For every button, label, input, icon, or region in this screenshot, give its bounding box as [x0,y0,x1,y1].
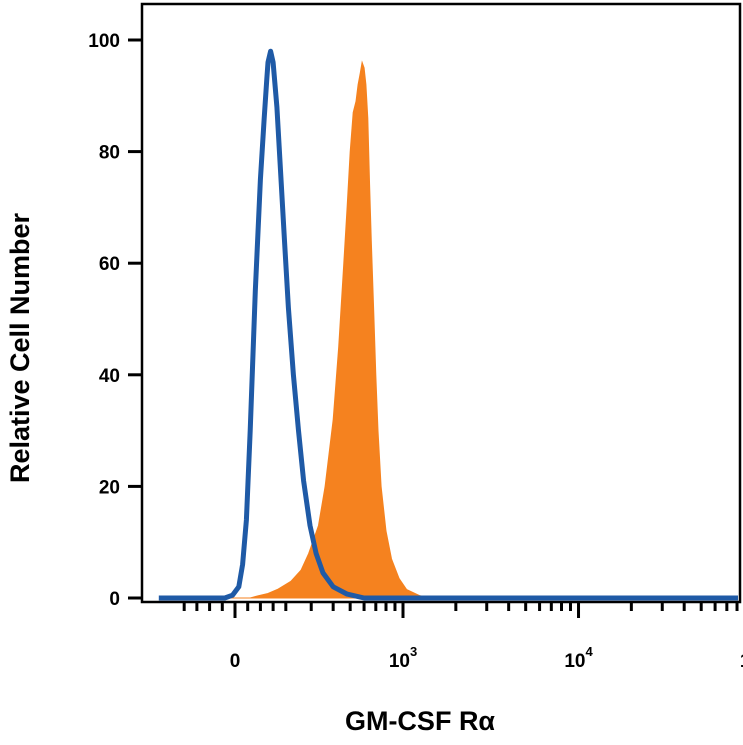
x-tick-label: 103 [389,644,417,672]
x-tick-label: 105 [740,644,743,672]
y-tick-label: 60 [99,254,120,275]
y-axis-title: Relative Cell Number [5,212,35,483]
x-tick-label: 0 [230,651,241,672]
series-0-filled-histogram [222,60,738,599]
x-axis-title: GM-CSF Rα [345,706,495,736]
y-axis: 0 20 40 60 80 100 [88,31,142,610]
x-tick-label: 104 [564,644,593,672]
x-axis: 0 103 104 105 [182,602,743,672]
plot-area [158,48,738,601]
y-tick-label: 40 [99,366,120,387]
series-1-line-histogram [158,48,738,601]
y-tick-label: 20 [99,477,120,498]
plot-frame [140,2,742,604]
y-tick-label: 100 [88,31,120,52]
y-tick-label: 80 [99,143,120,164]
y-tick-label: 0 [109,589,120,610]
